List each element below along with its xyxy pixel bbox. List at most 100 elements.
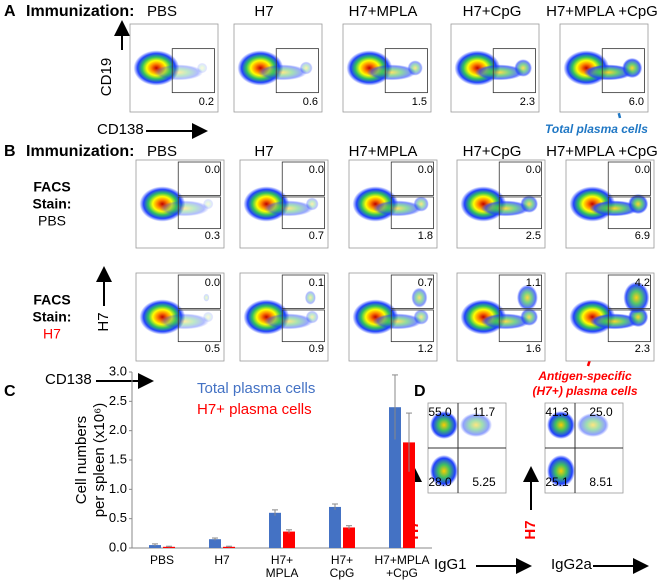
gate-value: 0.5 xyxy=(205,343,220,355)
cell-cloud xyxy=(520,308,539,326)
column-header: H7 xyxy=(254,3,273,20)
gate-value: 0.0 xyxy=(635,164,650,176)
cell-cloud xyxy=(299,61,313,75)
gate xyxy=(498,309,542,343)
gate xyxy=(492,48,536,94)
gate-value: 0.7 xyxy=(309,230,324,242)
cell-cloud xyxy=(547,455,575,487)
bar xyxy=(389,407,401,548)
gate xyxy=(607,274,651,309)
quadrant-value: 11.7 xyxy=(473,405,496,419)
column-header: H7 xyxy=(254,143,273,160)
bar xyxy=(283,531,295,548)
gate xyxy=(390,274,434,309)
x-tick-label: H7+MPLA xyxy=(374,553,429,567)
cell-cloud xyxy=(460,413,492,437)
gate xyxy=(177,309,221,343)
y-tick-label: 3.0 xyxy=(109,363,127,378)
cell-cloud xyxy=(202,311,214,323)
gate-value: 1.8 xyxy=(418,230,433,242)
cell-cloud xyxy=(159,313,210,330)
gate xyxy=(498,161,542,196)
row-label: Stain: xyxy=(33,309,72,325)
annotation: Total plasma cells xyxy=(545,122,648,136)
gate xyxy=(607,196,651,230)
cell-cloud xyxy=(480,313,531,330)
cell-cloud xyxy=(203,293,210,302)
gate xyxy=(275,48,319,94)
gate-value: 4.2 xyxy=(635,277,650,289)
y-tick-label: 0.0 xyxy=(109,539,127,554)
bar xyxy=(269,512,281,548)
gate xyxy=(607,161,651,196)
quadrant-value: 55.0 xyxy=(428,405,452,419)
quadrant-value: 8.51 xyxy=(589,475,613,489)
cell-cloud xyxy=(623,281,650,314)
column-header: PBS xyxy=(147,3,177,20)
gate xyxy=(607,309,651,343)
quadrant-value: 25.0 xyxy=(589,405,613,419)
cell-cloud xyxy=(372,313,423,330)
panel-label: B xyxy=(4,143,16,160)
y-axis-label: per spleen (x10⁶) xyxy=(91,403,108,518)
cell-cloud xyxy=(413,309,429,325)
x-tick-label: +CpG xyxy=(386,566,418,580)
cell-cloud xyxy=(514,59,533,77)
gate-value: 0.6 xyxy=(303,96,318,108)
row-label: Stain: xyxy=(33,196,72,212)
x-axis-label: CD138 xyxy=(45,371,92,388)
gate xyxy=(498,274,542,309)
gate-value: 1.2 xyxy=(418,343,433,355)
cell-cloud xyxy=(407,60,423,76)
gate-value: 2.3 xyxy=(635,343,650,355)
cell-cloud xyxy=(430,411,458,439)
cell-cloud xyxy=(153,64,204,81)
y-tick-label: 0.5 xyxy=(109,510,127,525)
x-axis-label: IgG1 xyxy=(434,556,467,573)
x-tick-label: H7+ xyxy=(271,553,293,567)
x-tick-label: PBS xyxy=(150,553,174,567)
bar xyxy=(343,527,355,548)
gate-value: 1.1 xyxy=(526,277,541,289)
x-axis-label: IgG2a xyxy=(551,556,593,573)
bar xyxy=(149,545,161,548)
row-label: FACS xyxy=(33,179,70,195)
y-tick-label: 1.5 xyxy=(109,451,127,466)
annotation: (H7+) plasma cells xyxy=(532,384,637,398)
legend-entry: Total plasma cells xyxy=(197,380,315,397)
panel-label: D xyxy=(414,383,426,400)
cell-cloud xyxy=(263,313,314,330)
cell-cloud xyxy=(589,313,640,330)
y-tick-label: 2.5 xyxy=(109,393,127,408)
bar xyxy=(209,539,221,548)
gate xyxy=(177,196,221,230)
gate xyxy=(498,196,542,230)
cell-cloud xyxy=(583,64,634,81)
gate-value: 0.3 xyxy=(205,230,220,242)
heading: Immunization: xyxy=(26,143,134,160)
column-header: H7+MPLA xyxy=(349,143,418,160)
row-label: FACS xyxy=(33,292,70,308)
quadrant-value: 41.3 xyxy=(545,405,569,419)
column-header: PBS xyxy=(147,143,177,160)
gate xyxy=(384,48,428,94)
panel-label: C xyxy=(4,383,16,400)
cell-cloud xyxy=(577,413,609,437)
gate-value: 6.0 xyxy=(629,96,644,108)
x-axis-label: CD138 xyxy=(97,121,144,138)
gate xyxy=(281,274,325,309)
cell-cloud xyxy=(628,193,649,215)
row-stain: PBS xyxy=(38,213,66,229)
gate-value: 6.9 xyxy=(635,230,650,242)
cell-cloud xyxy=(474,64,525,81)
quadrant-value: 28.0 xyxy=(428,475,452,489)
cell-cloud xyxy=(263,200,314,217)
x-tick-label: CpG xyxy=(330,566,355,580)
x-tick-label: MPLA xyxy=(266,566,299,580)
y-axis-label: CD19 xyxy=(98,58,115,96)
y-tick-label: 1.0 xyxy=(109,481,127,496)
cell-cloud xyxy=(430,455,458,487)
gate xyxy=(281,309,325,343)
cell-cloud xyxy=(305,197,319,211)
